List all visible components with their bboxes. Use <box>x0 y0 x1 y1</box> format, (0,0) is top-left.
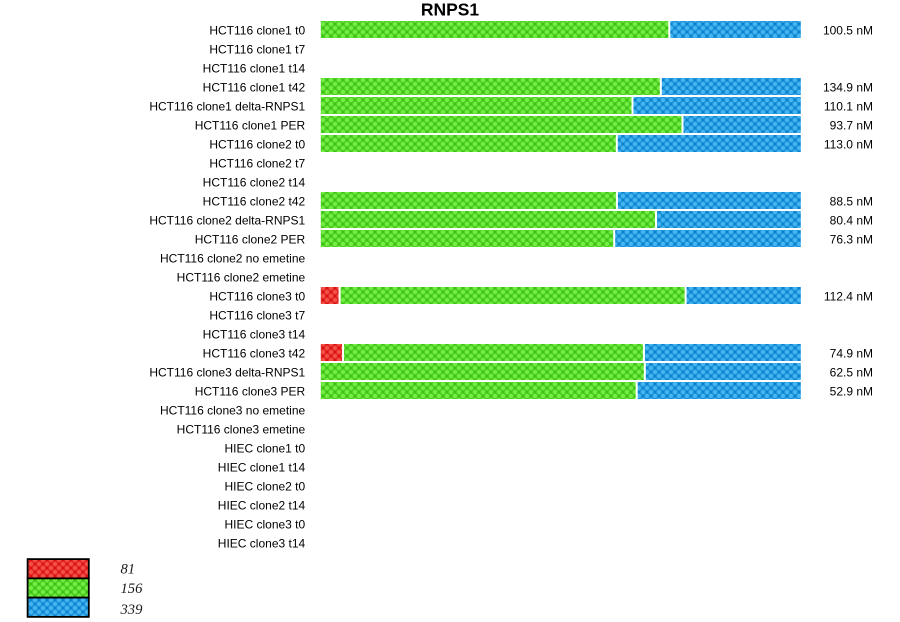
svg-text:HCT116 clone2 t14: HCT116 clone2 t14 <box>203 176 306 190</box>
svg-text:52.9 nM: 52.9 nM <box>830 385 873 399</box>
svg-text:113.0 nM: 113.0 nM <box>824 138 873 152</box>
svg-text:HCT116 clone3 PER: HCT116 clone3 PER <box>195 385 306 399</box>
svg-text:81: 81 <box>121 562 136 578</box>
svg-text:HCT116 clone1 t0: HCT116 clone1 t0 <box>209 24 305 38</box>
svg-text:HCT116 clone2 PER: HCT116 clone2 PER <box>195 233 306 247</box>
svg-text:HCT116 clone2 t42: HCT116 clone2 t42 <box>203 195 306 209</box>
svg-text:HIEC clone1 t14: HIEC clone1 t14 <box>218 461 306 475</box>
svg-text:HCT116 clone2 t7: HCT116 clone2 t7 <box>209 157 305 171</box>
svg-text:HCT116 clone1 t42: HCT116 clone1 t42 <box>203 81 306 95</box>
svg-text:339: 339 <box>120 602 144 618</box>
svg-text:76.3 nM: 76.3 nM <box>830 233 873 247</box>
svg-text:HCT116 clone2 no emetine: HCT116 clone2 no emetine <box>160 252 306 266</box>
svg-text:HCT116 clone2 delta-RNPS1: HCT116 clone2 delta-RNPS1 <box>149 214 305 228</box>
svg-text:88.5 nM: 88.5 nM <box>830 195 873 209</box>
svg-text:HCT116 clone3 delta-RNPS1: HCT116 clone3 delta-RNPS1 <box>149 366 305 380</box>
svg-text:HIEC clone3 t14: HIEC clone3 t14 <box>218 537 306 551</box>
svg-text:93.7 nM: 93.7 nM <box>830 119 873 133</box>
svg-text:100.5 nM: 100.5 nM <box>823 24 873 38</box>
svg-text:HCT116 clone3 t7: HCT116 clone3 t7 <box>209 309 305 323</box>
svg-text:134.9 nM: 134.9 nM <box>823 81 873 95</box>
svg-text:HCT116 clone1 PER: HCT116 clone1 PER <box>195 119 306 133</box>
svg-text:HCT116 clone3 t14: HCT116 clone3 t14 <box>203 328 306 342</box>
svg-text:HIEC clone1 t0: HIEC clone1 t0 <box>224 442 305 456</box>
svg-text:HCT116 clone3 emetine: HCT116 clone3 emetine <box>177 423 306 437</box>
svg-text:HIEC clone2 t14: HIEC clone2 t14 <box>218 499 306 513</box>
svg-text:RNPS1: RNPS1 <box>421 0 480 20</box>
svg-text:HCT116 clone3 t42: HCT116 clone3 t42 <box>203 347 306 361</box>
svg-text:HIEC clone2 t0: HIEC clone2 t0 <box>224 480 305 494</box>
svg-text:HCT116 clone1 delta-RNPS1: HCT116 clone1 delta-RNPS1 <box>149 100 305 114</box>
svg-text:HCT116 clone3 no emetine: HCT116 clone3 no emetine <box>160 404 306 418</box>
svg-text:112.4 nM: 112.4 nM <box>824 290 873 304</box>
svg-text:HCT116 clone2 t0: HCT116 clone2 t0 <box>209 138 305 152</box>
svg-text:HCT116 clone1 t7: HCT116 clone1 t7 <box>209 43 305 57</box>
svg-text:80.4 nM: 80.4 nM <box>830 214 873 228</box>
svg-text:110.1 nM: 110.1 nM <box>824 100 873 114</box>
svg-text:HCT116 clone2 emetine: HCT116 clone2 emetine <box>177 271 306 285</box>
svg-text:HCT116 clone3 t0: HCT116 clone3 t0 <box>209 290 305 304</box>
svg-text:74.9 nM: 74.9 nM <box>830 347 873 361</box>
svg-text:HCT116 clone1 t14: HCT116 clone1 t14 <box>203 62 306 76</box>
svg-text:62.5 nM: 62.5 nM <box>830 366 873 380</box>
svg-text:156: 156 <box>121 581 144 597</box>
svg-text:HIEC clone3 t0: HIEC clone3 t0 <box>224 518 305 532</box>
